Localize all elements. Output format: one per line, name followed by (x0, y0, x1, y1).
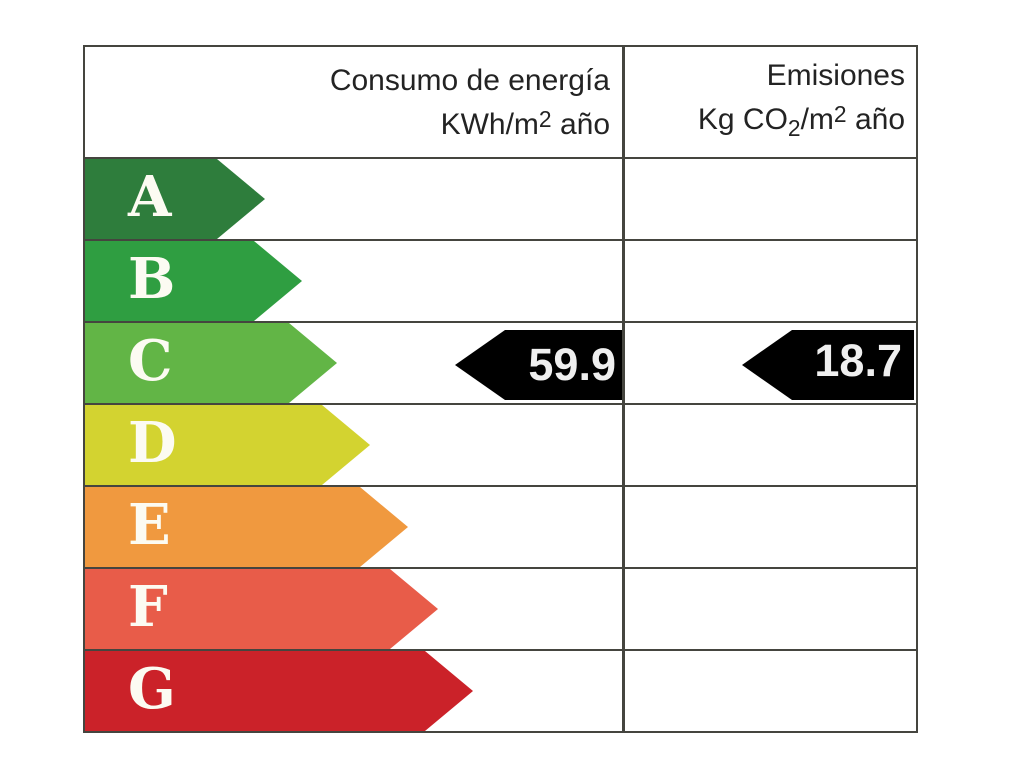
grade-arrow-f: F (85, 569, 438, 649)
grade-row-b: B (85, 241, 916, 323)
grade-row-e: E (85, 487, 916, 569)
grade-arrow-d: D (85, 405, 370, 485)
grade-letter-g: G (128, 656, 176, 722)
grade-arrow-b: B (85, 241, 302, 321)
emissions-header-line1: Emisiones (766, 59, 905, 92)
grade-row-g: G (85, 651, 916, 731)
grade-row-a: A (85, 159, 916, 241)
grade-letter-e: E (128, 492, 171, 558)
grade-arrow-c: C (85, 323, 337, 403)
grade-row-f: F (85, 569, 916, 651)
grade-row-d: D (85, 405, 916, 487)
grade-letter-f: F (128, 574, 168, 640)
energy-rating-table: Consumo de energía KWh/m2 año Emisiones … (83, 45, 918, 733)
table-header-row: Consumo de energía KWh/m2 año Emisiones … (85, 47, 916, 159)
emissions-column-header: Emisiones Kg CO2/m2 año (625, 47, 916, 157)
grade-letter-c: C (128, 328, 173, 394)
grade-arrow-g: G (85, 651, 473, 731)
consumption-value: 59.9 (528, 339, 616, 390)
grade-arrow-e: E (85, 487, 408, 567)
grade-letter-d: D (128, 410, 177, 476)
emissions-value: 18.7 (814, 335, 902, 386)
consumption-header-line2: KWh/m2 año (440, 105, 610, 141)
consumption-header-line1: Consumo de energía (329, 63, 610, 97)
emissions-header-line2: Kg CO2/m2 año (697, 101, 905, 141)
grade-arrow-a: A (85, 159, 265, 239)
consumption-column-header: Consumo de energía KWh/m2 año (85, 47, 625, 157)
grade-letter-b: B (128, 246, 176, 312)
column-divider (622, 47, 625, 731)
grade-letter-a: A (128, 164, 172, 230)
